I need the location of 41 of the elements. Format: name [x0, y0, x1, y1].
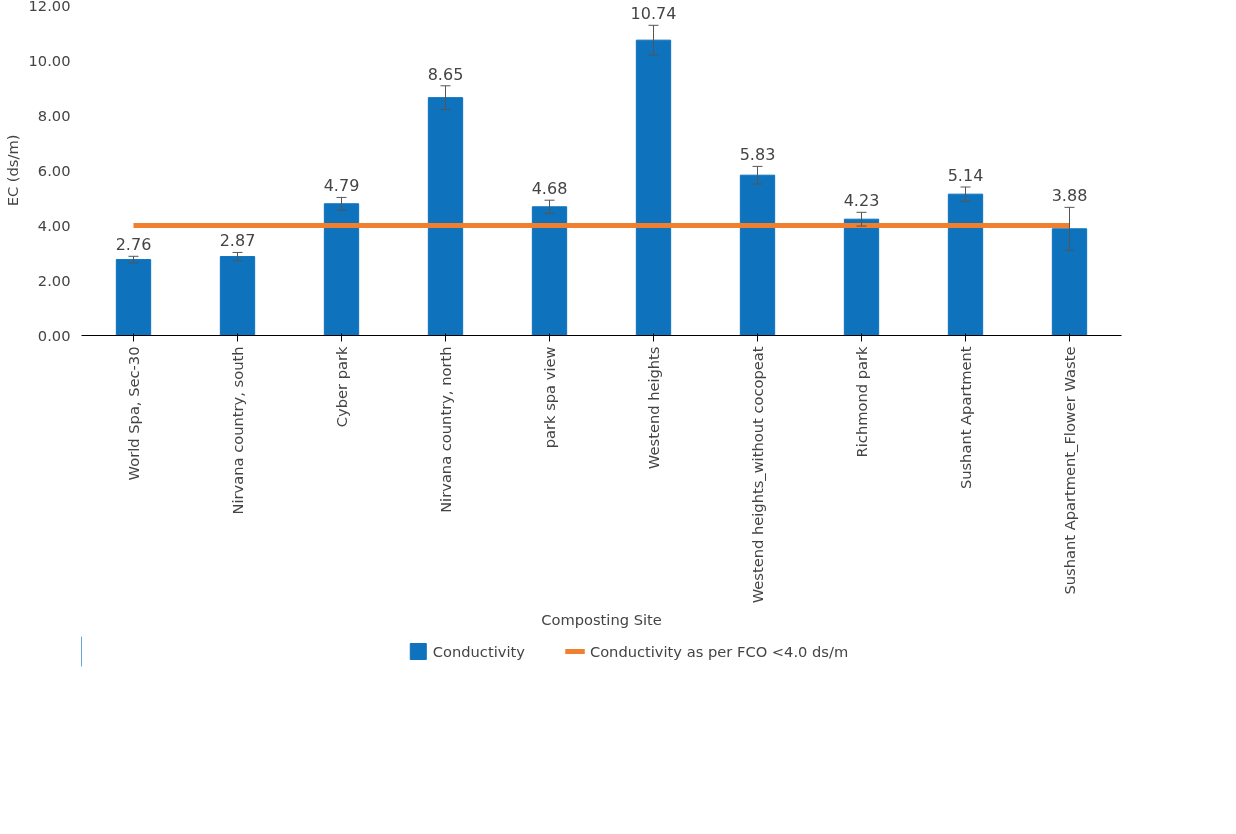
x-tick-label: Richmond park	[853, 345, 870, 458]
bar	[843, 218, 880, 336]
x-tick-label: Nirvana country, south	[229, 346, 246, 515]
bar	[947, 193, 984, 336]
data-label: 5.14	[947, 166, 984, 185]
x-tick-label: Westend heights_without cocopeat	[749, 346, 766, 604]
bar	[739, 174, 776, 336]
bar	[219, 256, 256, 336]
y-tick-label: 6.00	[37, 161, 71, 179]
data-label: 4.79	[323, 176, 360, 196]
legend-label: Conductivity as per FCO <4.0 ds/m	[589, 642, 849, 660]
y-tick-label: 2.00	[37, 271, 71, 289]
bar	[531, 206, 568, 336]
bar	[323, 203, 360, 336]
y-tick-label: 0.00	[37, 326, 71, 344]
x-tick-label: World Spa, Sec-30	[125, 346, 142, 481]
y-tick-label: 4.00	[37, 216, 71, 234]
bar	[635, 39, 672, 336]
data-label: 4.68	[531, 179, 568, 199]
y-tick-label: 12.00	[28, 0, 71, 14]
bar	[1051, 228, 1088, 336]
data-label: 2.87	[219, 231, 256, 251]
y-tick-label: 8.00	[37, 106, 71, 124]
x-tick-label: Sushant Apartment	[957, 346, 974, 490]
x-tick-label: Westend heights	[645, 346, 662, 470]
x-axis-title: Composting Site	[541, 611, 662, 629]
bar	[115, 259, 152, 336]
x-tick-label: park spa view	[541, 346, 558, 449]
bar	[427, 97, 464, 336]
y-axis-title: EC (ds/m)	[3, 134, 21, 207]
legend-label: Conductivity	[432, 642, 525, 660]
x-tick-label: Cyber park	[333, 345, 350, 428]
data-label: 2.76	[115, 235, 152, 255]
x-tick-label: Sushant Apartment_Flower Waste	[1061, 346, 1078, 595]
data-label: 8.65	[427, 64, 464, 84]
y-tick-label: 10.00	[28, 51, 71, 69]
data-label: 10.74	[630, 4, 677, 24]
x-tick-label: Nirvana country, north	[437, 346, 454, 513]
data-label: 4.23	[843, 191, 880, 211]
data-label: 3.88	[1051, 186, 1088, 206]
data-label: 5.83	[739, 145, 776, 165]
